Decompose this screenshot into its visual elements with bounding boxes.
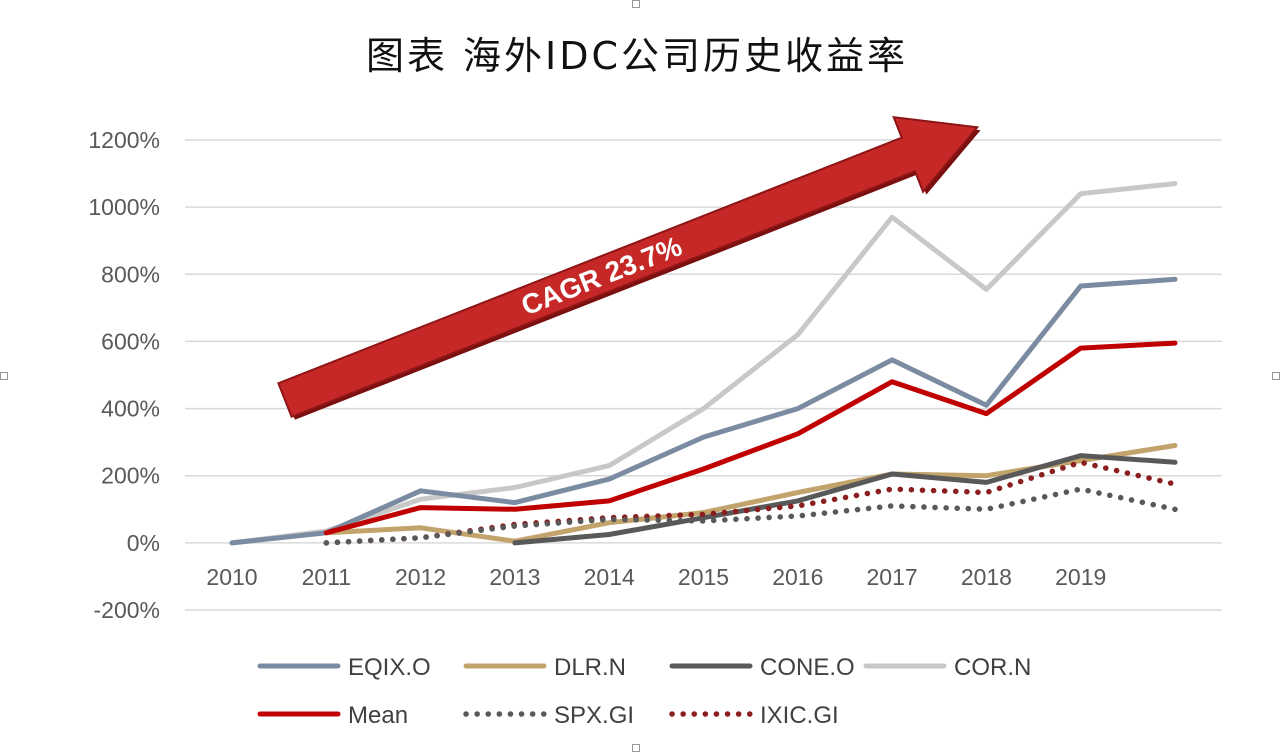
x-tick-label: 2011 bbox=[302, 564, 351, 590]
axes: 1200% 1000% 800% 600% 400% 200% 0% -200% 2010 201… bbox=[88, 127, 1106, 623]
legend-label-mean: Mean bbox=[348, 702, 408, 729]
y-tick-label: -200% bbox=[94, 597, 160, 623]
chart-title: 图表 海外IDC公司历史收益率 bbox=[366, 34, 908, 78]
series-line-cone-o bbox=[512, 453, 1178, 546]
y-tick-label: 400% bbox=[101, 396, 160, 422]
selection-handle-bottom[interactable] bbox=[632, 744, 640, 752]
y-tick-label: 800% bbox=[101, 261, 160, 287]
series-line-mean bbox=[323, 340, 1178, 536]
x-tick-label: 2019 bbox=[1055, 564, 1106, 590]
y-tick-label: 600% bbox=[101, 328, 160, 354]
x-tick-label: 2013 bbox=[489, 564, 540, 590]
legend-label-dlr-n: DLR.N bbox=[554, 654, 626, 681]
x-tick-label: 2018 bbox=[961, 564, 1012, 590]
y-tick-label: 0% bbox=[127, 530, 160, 556]
selection-handle-top[interactable] bbox=[632, 0, 640, 8]
legend-label-spx-gi: SPX.GI bbox=[554, 702, 634, 729]
legend-label-eqix-o: EQIX.O bbox=[348, 654, 431, 681]
series-lines bbox=[229, 181, 1178, 546]
series-line-eqix-o bbox=[229, 276, 1178, 546]
x-tick-label: 2016 bbox=[772, 564, 823, 590]
legend-label-ixic-gi: IXIC.GI bbox=[760, 702, 839, 729]
y-tick-label: 200% bbox=[101, 463, 160, 489]
cagr-annotation: CAGR 23.7% bbox=[517, 230, 686, 321]
legend-label-cone-o: CONE.O bbox=[760, 654, 855, 681]
x-tick-label: 2014 bbox=[584, 564, 635, 590]
x-tick-label: 2012 bbox=[395, 564, 446, 590]
legend-label-cor-n: COR.N bbox=[954, 654, 1031, 681]
x-tick-label: 2010 bbox=[206, 564, 257, 590]
series-line-cor-n bbox=[229, 181, 1178, 546]
y-tick-label: 1200% bbox=[88, 127, 160, 153]
series-line-spx-gi bbox=[323, 486, 1178, 546]
x-tick-label: 2015 bbox=[678, 564, 729, 590]
legend: EQIX.O DLR.N CONE.O COR.N Mean SPX.GI IXIC.GI bbox=[257, 654, 1031, 729]
selection-handle-left[interactable] bbox=[0, 372, 8, 380]
cagr-arrow: CAGR 23.7% bbox=[277, 116, 981, 420]
selection-handle-right[interactable] bbox=[1272, 372, 1280, 380]
y-tick-label: 1000% bbox=[88, 194, 160, 220]
x-tick-label: 2017 bbox=[867, 564, 918, 590]
cagr-arrow-body bbox=[277, 116, 980, 419]
